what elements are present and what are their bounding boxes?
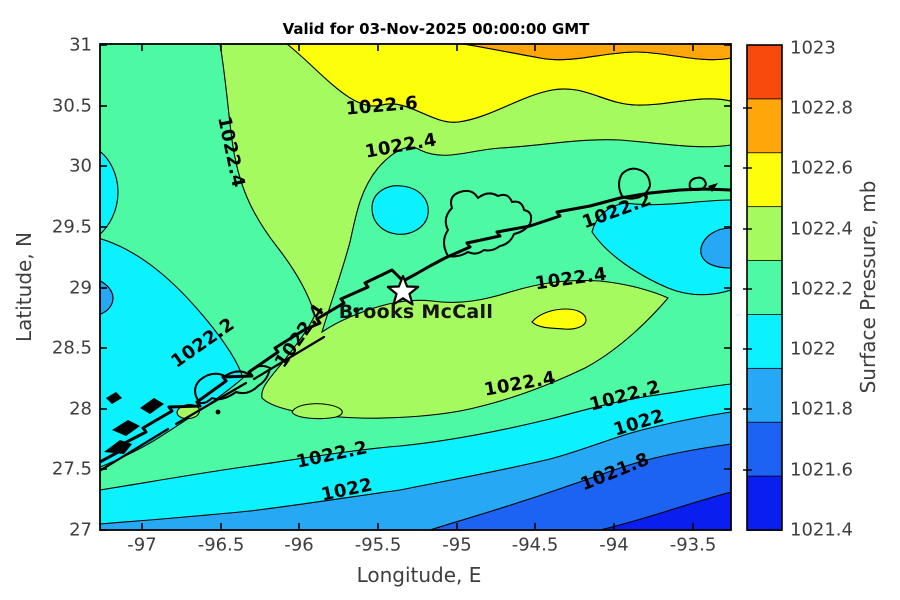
x-tick-label: -96.5	[197, 534, 245, 556]
y-tick-label: 27.5	[51, 458, 92, 480]
y-tick-label: 28	[69, 398, 92, 420]
colorbar-band	[746, 260, 783, 316]
band-1021p6-south	[429, 443, 731, 530]
colorbar	[743, 44, 783, 531]
y-tick-label: 30.5	[51, 95, 92, 117]
islet-dot	[215, 409, 221, 415]
y-tick-label: 29	[69, 277, 92, 299]
colorbar-tick-label: 1022	[790, 338, 836, 360]
colorbar-band	[746, 421, 783, 478]
colorbar-label: Surface Pressure, mb	[856, 180, 880, 394]
y-tick-label: 28.5	[51, 337, 92, 359]
contour-fills	[100, 44, 731, 530]
colorbar-tick-label: 1022.6	[790, 157, 853, 179]
colorbar-tick-label: 1021.6	[790, 459, 853, 481]
colorbar-band	[746, 475, 783, 531]
y-tick-label: 30	[69, 155, 92, 177]
band-1022-small-blob	[371, 185, 429, 235]
y-tick-label: 27	[69, 519, 92, 541]
colorbar-band	[746, 314, 783, 370]
band-1022p8-1023	[462, 44, 731, 61]
colorbar-tick-label: 1022.2	[790, 278, 853, 300]
band-1021p8-east-blob	[700, 227, 731, 269]
star-icon	[386, 274, 420, 306]
band-1022p6-teardrop	[531, 308, 587, 330]
station-label: Brooks McCall	[338, 301, 494, 323]
y-tick-label: 31	[69, 34, 92, 56]
islet-dot	[353, 307, 359, 313]
colorbar-tick-label: 1021.8	[790, 398, 853, 420]
colorbar-band	[746, 152, 783, 208]
x-tick-label: -94.5	[511, 534, 559, 556]
x-axis-label: Longitude, E	[356, 563, 482, 587]
colorbar-band	[746, 206, 783, 262]
x-tick-label: -95.5	[354, 534, 402, 556]
x-tick-label: -95	[442, 534, 472, 556]
y-tick-label: 29.5	[51, 216, 92, 238]
band-1021p4-south	[599, 491, 731, 530]
x-tick-label: -94	[599, 534, 629, 556]
y-axis-label: Latitude, N	[12, 232, 36, 342]
coastline	[100, 167, 731, 472]
band-1022-east-region	[591, 199, 731, 296]
colorbar-tick-label: 1023	[790, 37, 836, 59]
colorbar-tick-label: 1022.8	[790, 97, 853, 119]
colorbar-band	[746, 367, 783, 424]
band-1022p4-oval-2	[291, 403, 343, 420]
band-1022-left-patch	[100, 150, 119, 235]
plot-title: Valid for 03-Nov-2025 00:00:00 GMT	[282, 20, 590, 38]
colorbar-tick-label: 1022.4	[790, 218, 853, 240]
colorbar-band	[746, 44, 783, 100]
axes-box	[99, 43, 732, 531]
x-tick-label: -97	[127, 534, 157, 556]
x-tick-label: -96	[284, 534, 314, 556]
x-tick-label: -93.5	[669, 534, 717, 556]
colorbar-band	[746, 98, 783, 154]
colorbar-tick-label: 1021.4	[790, 519, 853, 541]
band-1021p8-west-sliver	[100, 280, 114, 315]
band-1022-west-region	[100, 238, 244, 468]
